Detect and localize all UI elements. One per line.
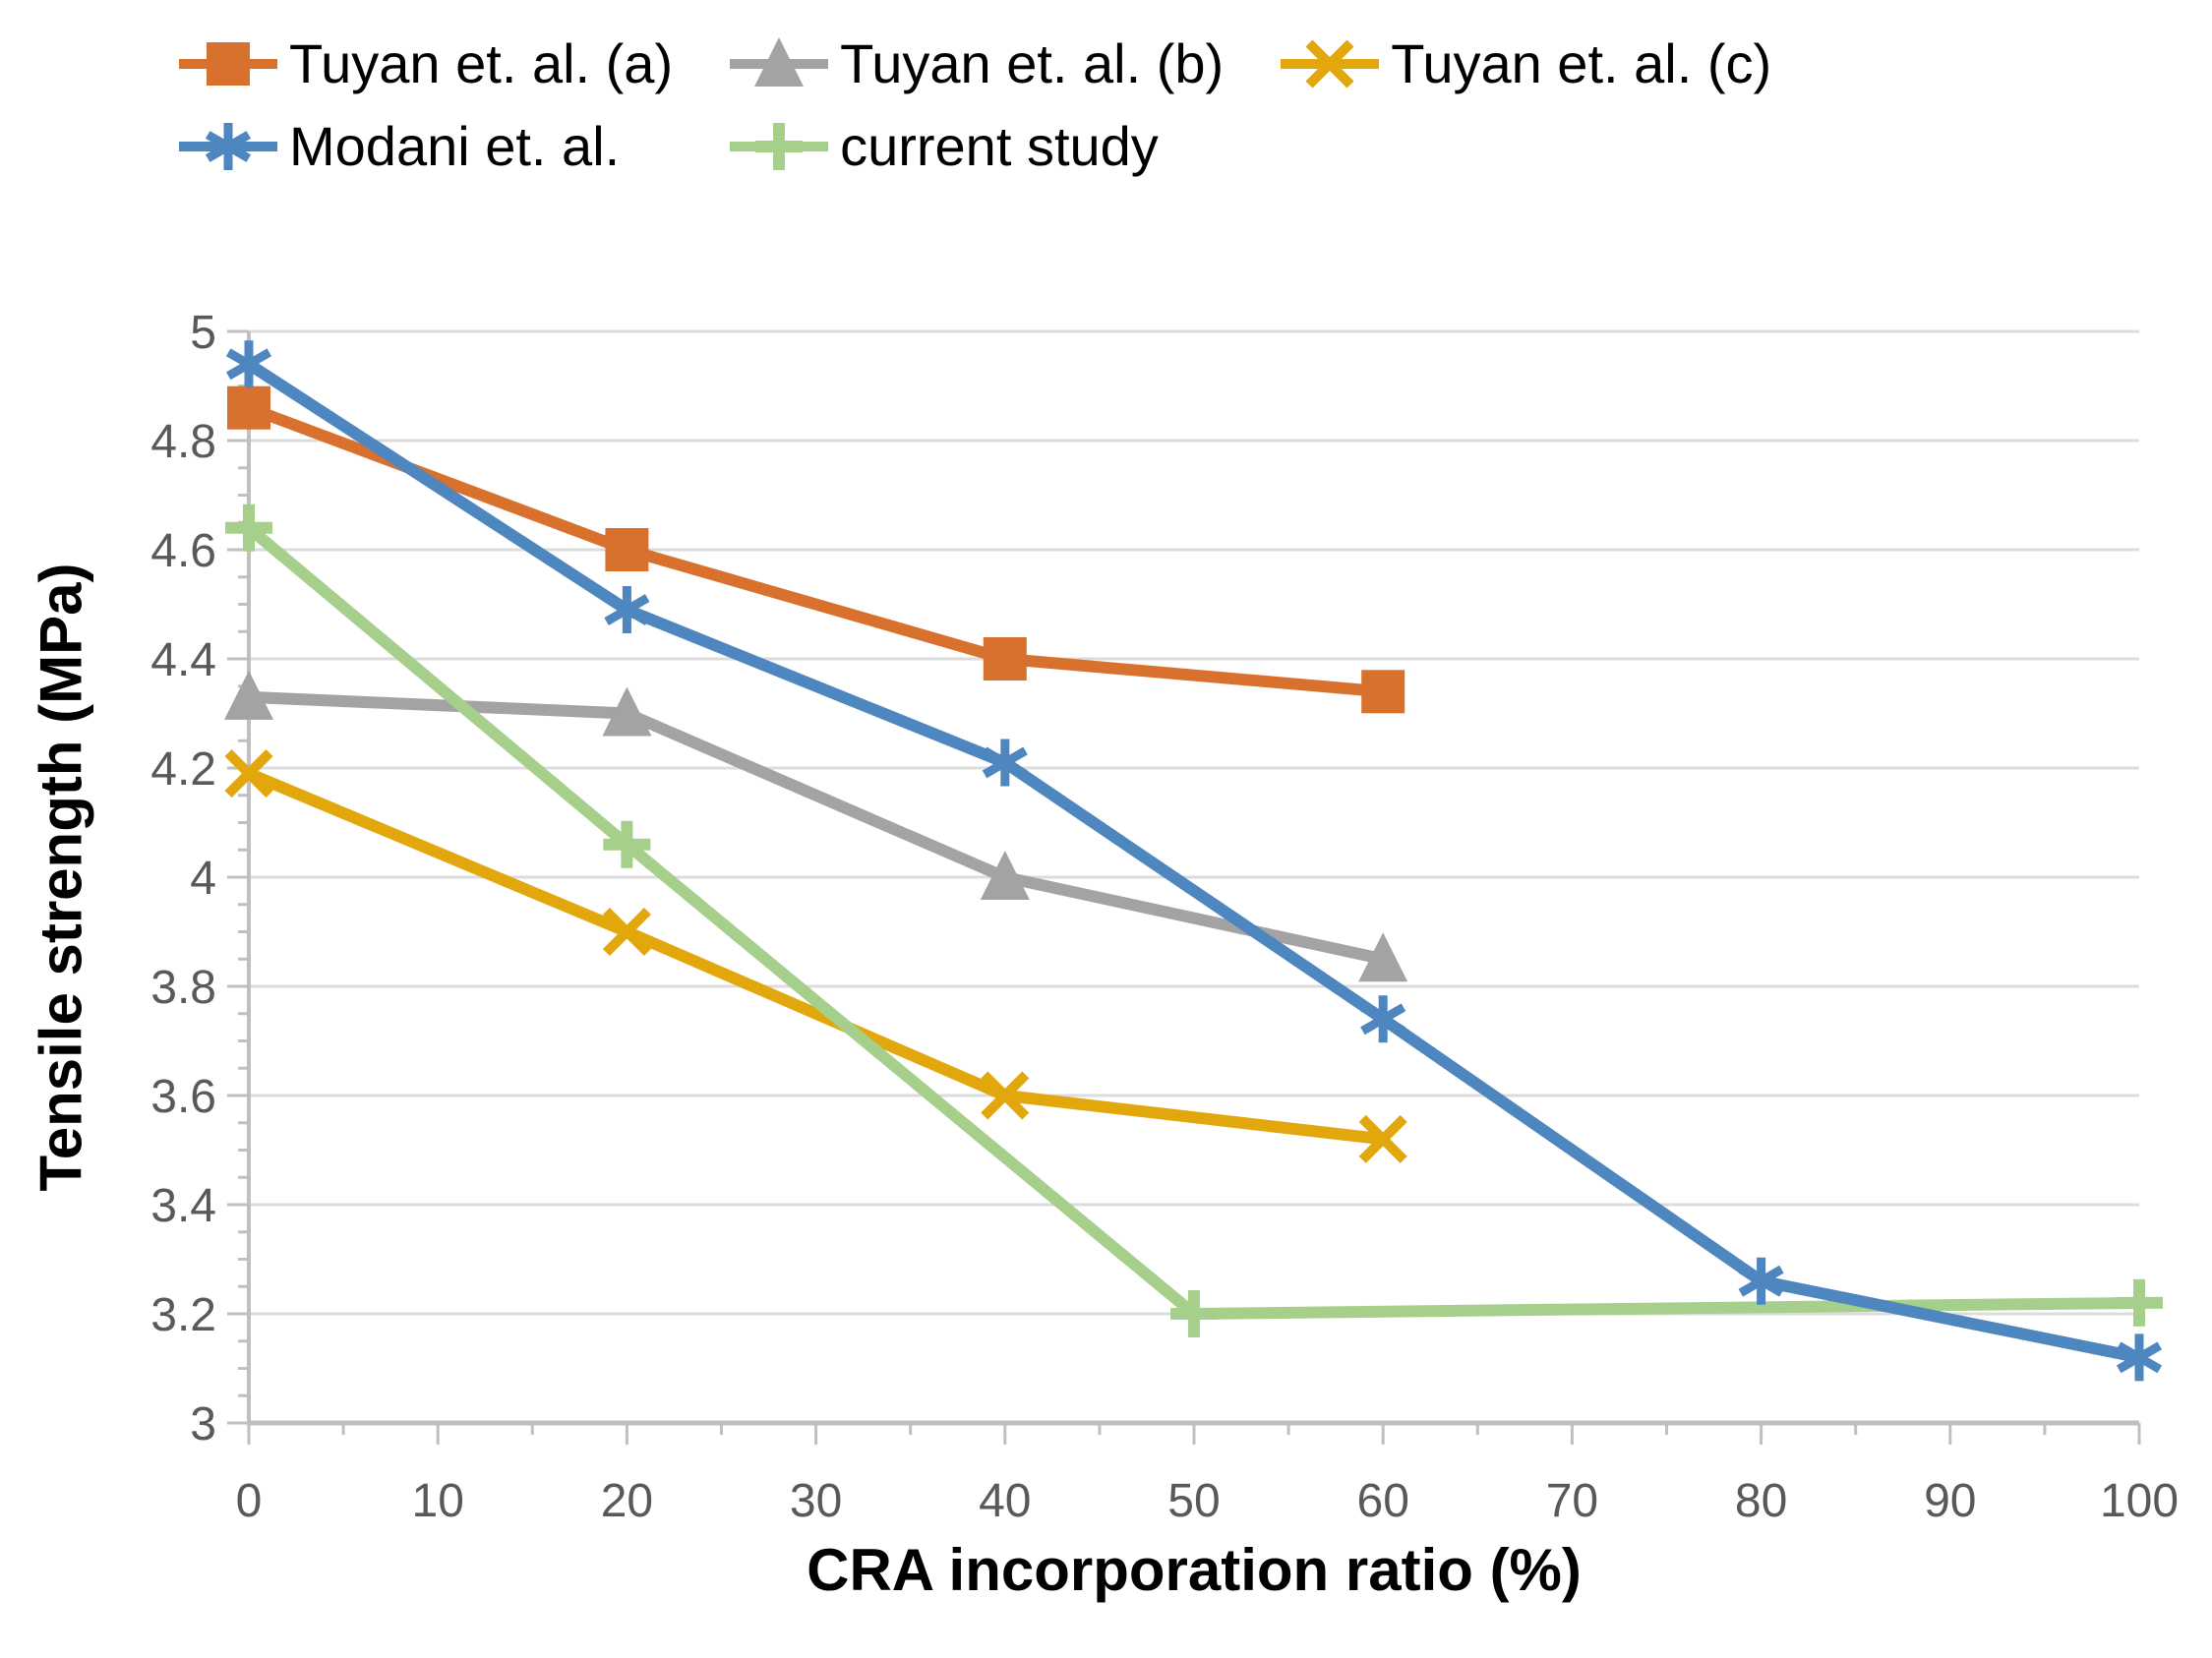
svg-text:3.8: 3.8 [150, 962, 216, 1014]
square-marker-icon [605, 528, 649, 571]
square-marker-icon [1361, 670, 1405, 714]
gridlines [249, 329, 2139, 1316]
square-marker-icon [983, 637, 1027, 681]
y-axis-title: Tensile strength (MPa) [28, 563, 94, 1192]
series-line [246, 768, 1384, 1146]
triangle-marker-icon [980, 851, 1030, 900]
square-marker-icon [179, 42, 277, 86]
legend-label: current study [840, 115, 1159, 177]
svg-text:30: 30 [790, 1475, 842, 1527]
triangle-marker-icon [602, 686, 652, 737]
series-square [227, 385, 1405, 714]
legend-item-2: Tuyan et. al. (b) [730, 33, 1224, 94]
chart-legend: Tuyan et. al. (a) Tuyan et. al. (b) Tuyan … [179, 33, 1771, 177]
triangle-marker-icon [754, 37, 805, 87]
series-line [246, 402, 1384, 698]
svg-text:4.6: 4.6 [150, 525, 216, 577]
svg-text:40: 40 [979, 1475, 1031, 1527]
svg-text:10: 10 [412, 1475, 464, 1527]
plus-marker-icon [755, 123, 804, 170]
series-plus [225, 503, 2163, 1337]
triangle-marker-icon [730, 37, 829, 87]
svg-text:4.2: 4.2 [150, 743, 216, 796]
asterisk-marker-icon [179, 123, 277, 170]
x-marker-icon [1281, 39, 1380, 89]
triangle-marker-icon [1358, 932, 1408, 982]
legend-item-5: current study [730, 116, 1224, 177]
legend-item-1: Tuyan et. al. (a) [179, 33, 673, 94]
square-marker-icon [207, 42, 250, 86]
legend-label: Tuyan et. al. (a) [289, 32, 674, 94]
legend-label: Modani et. al. [289, 115, 621, 177]
svg-text:0: 0 [236, 1475, 263, 1527]
x-marker-icon [1358, 1114, 1407, 1163]
svg-text:4.4: 4.4 [150, 634, 216, 686]
plus-marker-icon [225, 503, 272, 552]
plus-marker-icon [603, 820, 651, 868]
svg-text:80: 80 [1735, 1475, 1787, 1527]
svg-text:3: 3 [190, 1398, 216, 1451]
x-tick-labels: 0 10 20 30 40 50 60 70 80 90 100 [236, 1475, 2179, 1527]
svg-text:60: 60 [1357, 1475, 1409, 1527]
asterisk-marker-icon [604, 586, 650, 634]
x-marker-icon [981, 1071, 1030, 1120]
square-marker-icon [227, 385, 270, 430]
x-marker-icon [602, 907, 651, 957]
series-line [245, 359, 2141, 1364]
svg-text:4: 4 [190, 853, 216, 905]
asterisk-marker-icon [982, 739, 1028, 787]
plus-marker-icon [1170, 1290, 1218, 1337]
triangle-marker-icon [224, 670, 273, 720]
legend-label: Tuyan et. al. (b) [840, 32, 1225, 94]
y-tick-labels: 3 3.2 3.4 3.6 3.8 4 4.2 4.4 4.6 4.8 5 [150, 307, 216, 1451]
plus-marker-icon [730, 123, 829, 170]
plus-marker-icon [2116, 1278, 2163, 1327]
x-axis-title: CRA incorporation ratio (%) [807, 1537, 1582, 1603]
legend-item-4: Modani et. al. [179, 116, 673, 177]
asterisk-marker-icon [1738, 1257, 1784, 1305]
svg-text:100: 100 [2100, 1475, 2179, 1527]
svg-text:4.8: 4.8 [150, 416, 216, 468]
series-x [224, 749, 1407, 1163]
svg-text:90: 90 [1924, 1475, 1976, 1527]
legend-item-3: Tuyan et. al. (c) [1281, 33, 1771, 94]
svg-text:3.4: 3.4 [150, 1180, 216, 1232]
asterisk-marker-icon [2116, 1333, 2163, 1382]
asterisk-marker-icon [205, 123, 252, 170]
svg-text:5: 5 [190, 307, 216, 359]
svg-text:3.6: 3.6 [150, 1071, 216, 1123]
x-marker-icon [1305, 39, 1354, 89]
asterisk-marker-icon [225, 340, 272, 388]
series-asterisk [225, 340, 2163, 1382]
svg-text:50: 50 [1167, 1475, 1220, 1527]
svg-text:20: 20 [601, 1475, 653, 1527]
svg-text:70: 70 [1546, 1475, 1598, 1527]
series-triangle [224, 670, 1408, 982]
x-marker-icon [224, 749, 273, 799]
legend-label: Tuyan et. al. (c) [1391, 32, 1772, 94]
series-line [248, 690, 1385, 966]
svg-text:3.2: 3.2 [150, 1289, 216, 1341]
series-line [245, 523, 2140, 1320]
asterisk-marker-icon [1360, 995, 1406, 1043]
